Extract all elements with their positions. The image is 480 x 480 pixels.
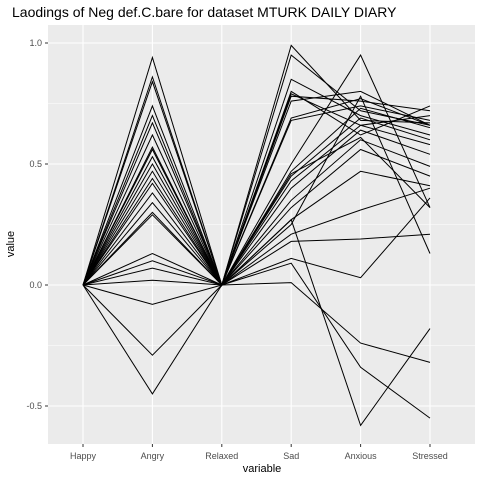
series-line-15 [82,139,431,286]
x-tick-label-anxious: Anxious [345,451,378,461]
x-tick-label-angry: Angry [141,451,165,461]
series-line-11 [82,136,431,286]
series-line-22 [82,218,431,427]
y-axis-ticks: 1.0 0.5 0.0 -0.5 [26,38,48,411]
series-line-14 [82,129,431,286]
chart-title: Laodings of Neg def.C.bare for dataset M… [12,4,397,20]
series-line-6 [82,90,431,287]
series-line-24 [82,262,431,419]
x-axis-title: variable [243,463,282,475]
y-tick-label: 1.0 [29,38,42,48]
plot-panel [48,25,475,444]
series-line-9 [82,54,431,287]
series-line-8 [82,105,431,287]
y-tick-label: -0.5 [26,401,42,411]
x-axis-ticks: Happy Angry Relaxed Sad Anxious Stressed [70,444,448,461]
x-tick-label-relaxed: Relaxed [205,451,238,461]
y-tick-label: 0.0 [29,280,42,290]
series-line-10 [82,107,431,287]
series-line-13 [82,124,431,286]
series-line-2 [82,75,431,287]
x-tick-label-stressed: Stressed [412,451,448,461]
series-line-1 [82,44,431,287]
series-line-23 [82,282,431,363]
x-tick-label-sad: Sad [283,451,299,461]
series-line-16 [82,148,431,286]
series-line-19 [82,187,431,286]
series-line-25 [82,54,431,395]
x-tick-label-happy: Happy [70,451,97,461]
series-line-21 [82,197,431,286]
series-line-18 [82,95,431,286]
y-tick-label: 0.5 [29,159,42,169]
series-lines [82,44,431,427]
series-line-20 [82,233,431,286]
y-axis-title: value [5,231,17,257]
